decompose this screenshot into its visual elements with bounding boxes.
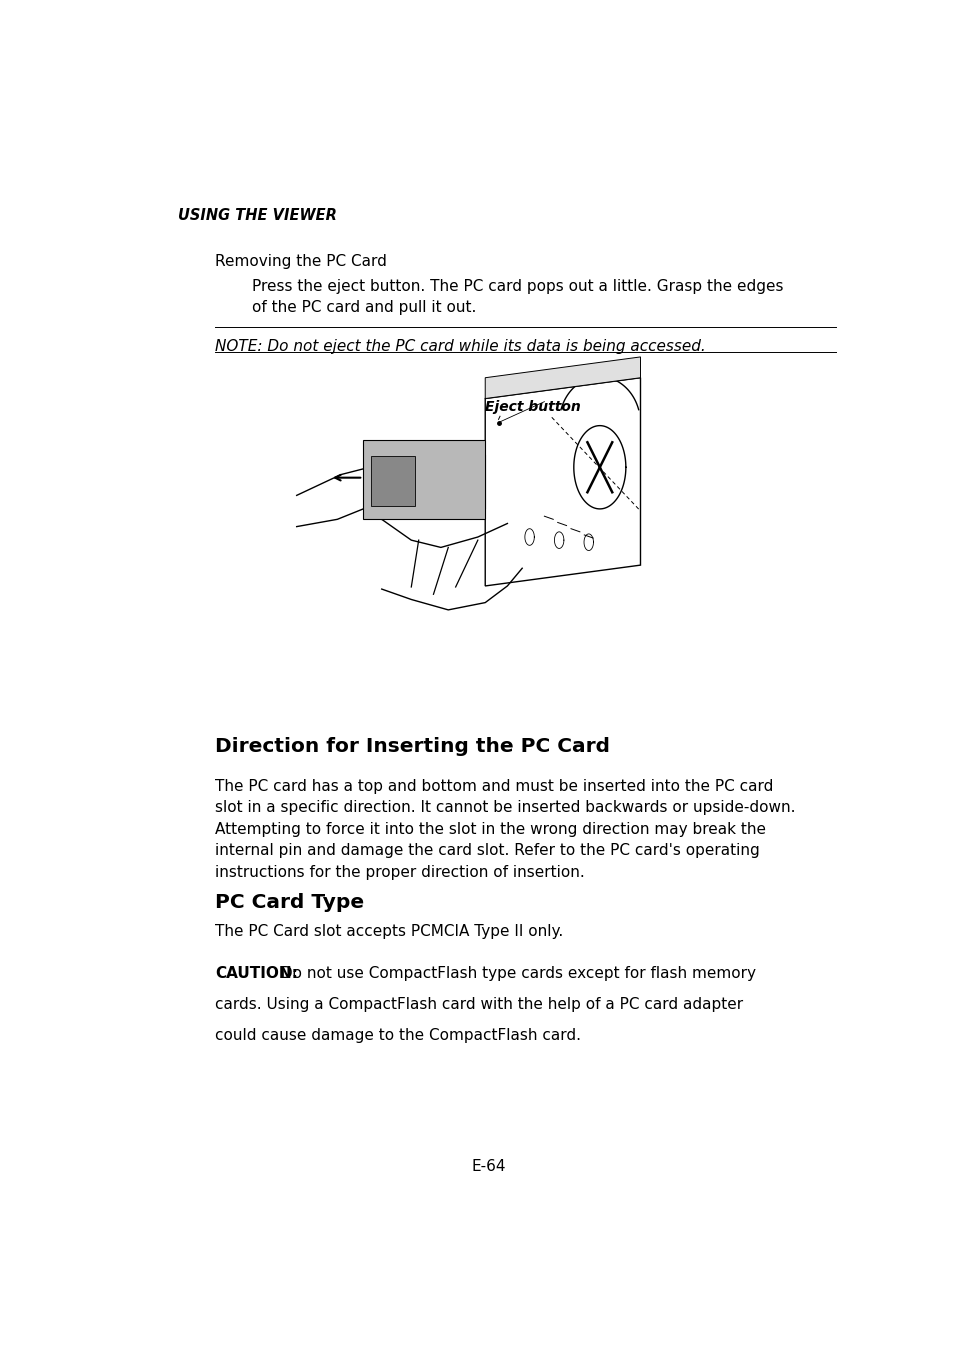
Polygon shape	[485, 357, 639, 399]
Text: Press the eject button. The PC card pops out a little. Grasp the edges
of the PC: Press the eject button. The PC card pops…	[252, 279, 783, 315]
Text: The PC card has a top and bottom and must be inserted into the PC card
slot in a: The PC card has a top and bottom and mus…	[215, 779, 795, 880]
Text: E-64: E-64	[471, 1159, 506, 1174]
Text: Removing the PC Card: Removing the PC Card	[215, 254, 387, 269]
Text: The PC Card slot accepts PCMCIA Type II only.: The PC Card slot accepts PCMCIA Type II …	[215, 925, 563, 940]
Polygon shape	[363, 441, 485, 519]
Text: Direction for Inserting the PC Card: Direction for Inserting the PC Card	[215, 737, 610, 756]
Text: PC Card Type: PC Card Type	[215, 894, 364, 913]
Text: NOTE: Do not eject the PC card while its data is being accessed.: NOTE: Do not eject the PC card while its…	[215, 339, 705, 354]
Text: could cause damage to the CompactFlash card.: could cause damage to the CompactFlash c…	[215, 1029, 580, 1044]
Text: USING THE VIEWER: USING THE VIEWER	[178, 208, 337, 223]
Text: CAUTION:: CAUTION:	[215, 965, 298, 982]
Text: cards. Using a CompactFlash card with the help of a PC card adapter: cards. Using a CompactFlash card with th…	[215, 998, 742, 1013]
FancyBboxPatch shape	[370, 456, 415, 506]
Text: Eject button: Eject button	[485, 400, 580, 414]
Text: Do not use CompactFlash type cards except for flash memory: Do not use CompactFlash type cards excep…	[275, 965, 755, 982]
